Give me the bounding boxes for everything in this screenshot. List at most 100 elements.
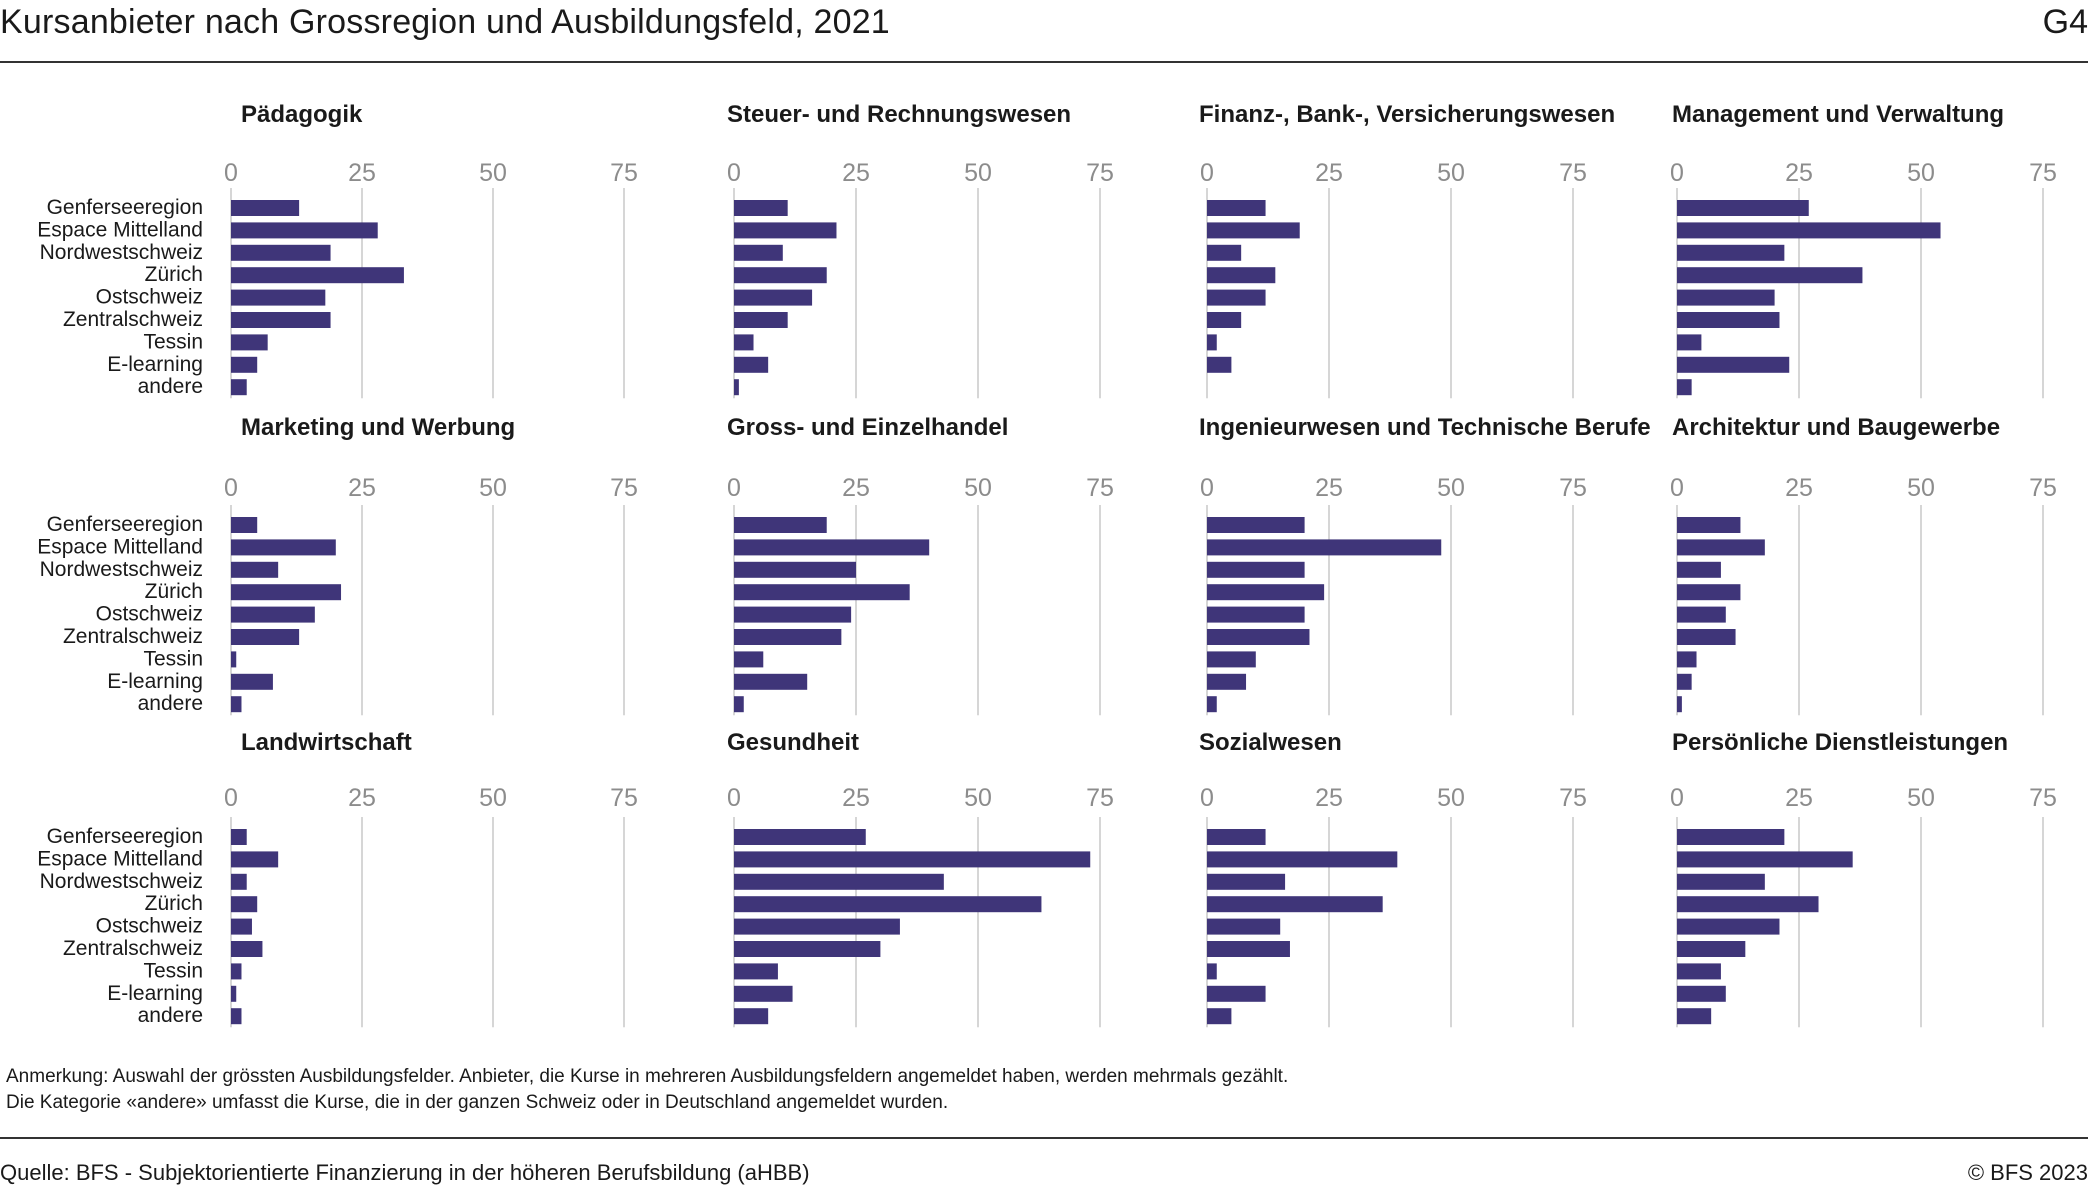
bar-ostschweiz bbox=[1207, 918, 1281, 935]
x-tick-label: 0 bbox=[1670, 474, 1684, 502]
x-tick-label: 0 bbox=[1200, 159, 1214, 187]
bar-e-learning bbox=[1677, 673, 1692, 690]
panel-title: Architektur und Baugewerbe bbox=[1672, 414, 2000, 441]
bar-e-learning bbox=[1677, 356, 1790, 373]
category-label: E-learning bbox=[107, 670, 203, 693]
bar-zürich bbox=[734, 584, 910, 601]
bar-nordwestschweiz bbox=[734, 561, 856, 578]
category-label: E-learning bbox=[107, 353, 203, 376]
category-label: Espace Mittelland bbox=[37, 218, 203, 241]
bar-zürich bbox=[1677, 584, 1741, 601]
bar-andere bbox=[734, 379, 739, 396]
x-tick-label: 50 bbox=[1437, 474, 1465, 502]
bar-andere bbox=[1677, 1008, 1712, 1025]
bar-tessin bbox=[734, 651, 764, 668]
bar-nordwestschweiz bbox=[1207, 561, 1305, 578]
bar-zentralschweiz bbox=[231, 629, 300, 645]
bar-zentralschweiz bbox=[231, 941, 263, 957]
category-label: Tessin bbox=[143, 959, 203, 982]
category-label: Genferseeregion bbox=[47, 513, 203, 536]
bar-zentralschweiz bbox=[1207, 941, 1290, 957]
bar-zürich bbox=[734, 267, 827, 284]
bar-zürich bbox=[1207, 584, 1325, 601]
bar-zürich bbox=[734, 896, 1042, 913]
bar-nordwestschweiz bbox=[1677, 244, 1785, 261]
bar-genferseeregion bbox=[231, 200, 300, 216]
bar-espace-mittelland bbox=[1207, 851, 1398, 868]
category-label: Zentralschweiz bbox=[63, 625, 203, 648]
bar-espace-mittelland bbox=[1677, 851, 1853, 868]
bar-andere bbox=[231, 379, 247, 396]
bar-genferseeregion bbox=[1207, 200, 1266, 216]
x-tick-label: 0 bbox=[1200, 474, 1214, 502]
bar-tessin bbox=[1677, 334, 1702, 351]
x-tick-label: 0 bbox=[1670, 784, 1684, 812]
x-tick-label: 25 bbox=[1315, 159, 1343, 187]
bar-genferseeregion bbox=[1677, 200, 1809, 216]
category-label: E-learning bbox=[107, 982, 203, 1005]
x-tick-label: 0 bbox=[727, 474, 741, 502]
x-tick-label: 0 bbox=[1670, 159, 1684, 187]
bar-tessin bbox=[1207, 651, 1256, 668]
panel-title: Persönliche Dienstleistungen bbox=[1672, 729, 2008, 756]
bar-e-learning bbox=[734, 356, 769, 373]
panel-title: Marketing und Werbung bbox=[241, 414, 515, 441]
bar-genferseeregion bbox=[734, 517, 827, 533]
category-label: Genferseeregion bbox=[47, 196, 203, 219]
category-label: Zürich bbox=[145, 263, 203, 286]
bar-genferseeregion bbox=[734, 200, 788, 216]
x-tick-label: 75 bbox=[1559, 784, 1587, 812]
bar-zürich bbox=[1677, 896, 1819, 913]
category-label: Espace Mittelland bbox=[37, 847, 203, 870]
panel-title: Gesundheit bbox=[727, 729, 859, 756]
category-label: Zürich bbox=[145, 580, 203, 603]
x-tick-label: 75 bbox=[610, 474, 638, 502]
footnote-line-2: Die Kategorie «andere» umfasst die Kurse… bbox=[6, 1092, 949, 1113]
category-label: Ostschweiz bbox=[96, 915, 203, 938]
bar-tessin bbox=[734, 963, 778, 980]
bar-zentralschweiz bbox=[1207, 629, 1310, 645]
bar-genferseeregion bbox=[1207, 517, 1305, 533]
category-label: Nordwestschweiz bbox=[40, 558, 203, 581]
x-tick-label: 50 bbox=[479, 474, 507, 502]
bar-espace-mittelland bbox=[1207, 222, 1300, 239]
x-tick-label: 50 bbox=[479, 159, 507, 187]
bar-zentralschweiz bbox=[1677, 629, 1736, 645]
x-tick-label: 75 bbox=[2029, 474, 2057, 502]
bar-andere bbox=[231, 696, 242, 713]
bar-ostschweiz bbox=[231, 918, 252, 935]
x-tick-label: 75 bbox=[1559, 474, 1587, 502]
bar-zürich bbox=[1207, 896, 1383, 913]
bar-andere bbox=[734, 696, 744, 713]
x-tick-label: 25 bbox=[348, 474, 376, 502]
bar-tessin bbox=[1677, 651, 1697, 668]
bar-ostschweiz bbox=[1677, 289, 1775, 306]
bar-nordwestschweiz bbox=[734, 244, 783, 261]
panel-title: Pädagogik bbox=[241, 101, 363, 128]
category-label: Ostschweiz bbox=[96, 286, 203, 309]
bar-tessin bbox=[231, 334, 268, 351]
bar-nordwestschweiz bbox=[231, 561, 279, 578]
panel-title: Landwirtschaft bbox=[241, 729, 412, 756]
x-tick-label: 50 bbox=[1437, 159, 1465, 187]
bar-espace-mittelland bbox=[734, 222, 837, 239]
x-tick-label: 0 bbox=[224, 159, 238, 187]
bottom-divider bbox=[0, 1137, 2088, 1139]
category-label: Zürich bbox=[145, 892, 203, 915]
bar-espace-mittelland bbox=[231, 222, 378, 239]
category-label: Tessin bbox=[143, 330, 203, 353]
bar-e-learning bbox=[1207, 985, 1266, 1002]
bar-nordwestschweiz bbox=[734, 873, 944, 890]
x-tick-label: 0 bbox=[1200, 784, 1214, 812]
bar-zürich bbox=[231, 896, 258, 913]
category-label: Zentralschweiz bbox=[63, 937, 203, 960]
bar-ostschweiz bbox=[231, 289, 326, 306]
category-label: andere bbox=[138, 692, 203, 715]
x-tick-label: 50 bbox=[1907, 159, 1935, 187]
bar-ostschweiz bbox=[231, 606, 315, 623]
bar-nordwestschweiz bbox=[231, 244, 331, 261]
footnote-line-1: Anmerkung: Auswahl der grössten Ausbildu… bbox=[6, 1066, 1289, 1087]
bar-andere bbox=[1207, 1008, 1232, 1025]
category-label: Zentralschweiz bbox=[63, 308, 203, 331]
